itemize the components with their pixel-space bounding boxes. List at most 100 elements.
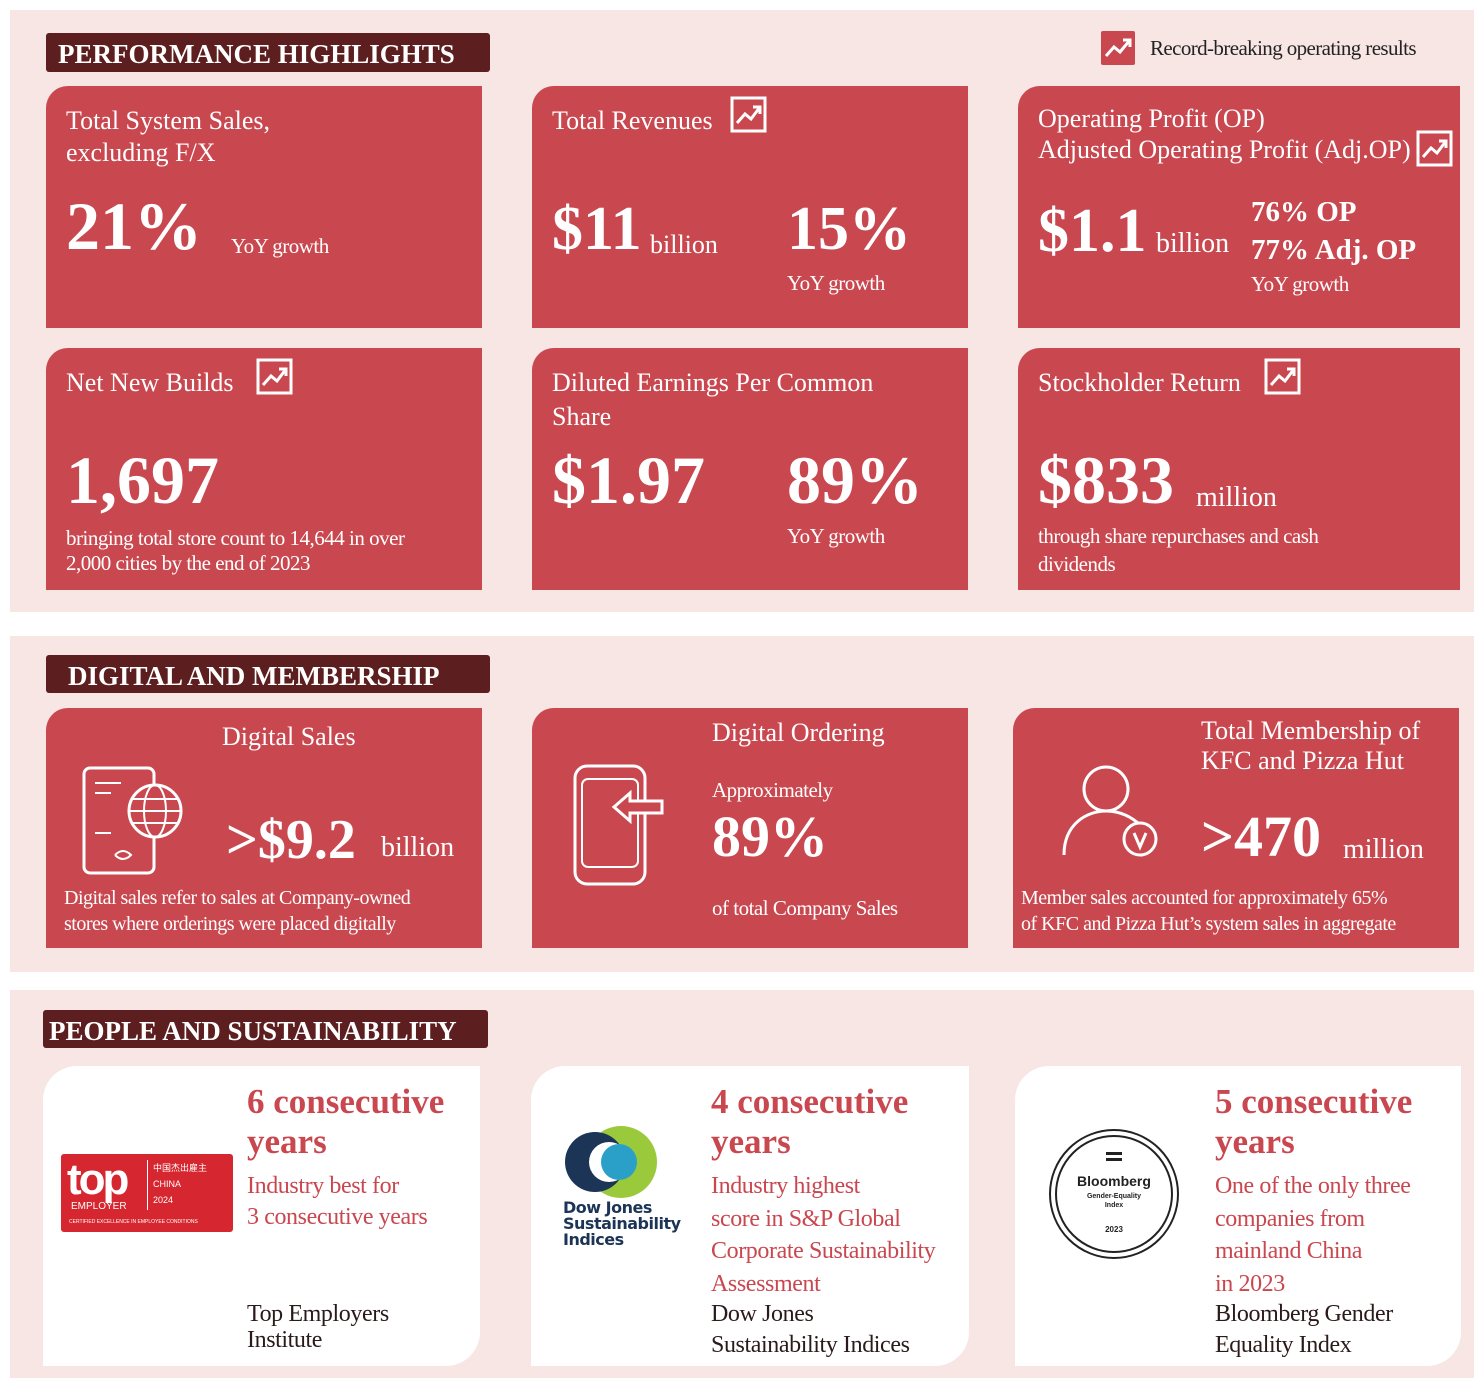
card-growth: 15% [787, 195, 911, 263]
logo-text: Sustainability [563, 1214, 681, 1233]
award-heading: 5 consecutive [1215, 1082, 1413, 1121]
card-prefix: Approximately [712, 778, 833, 802]
card-note: YoY growth [1251, 272, 1349, 296]
logo-mark [1049, 1129, 1179, 1259]
card-label: Digital Ordering [712, 718, 885, 747]
card-note: dividends [1038, 552, 1116, 576]
award-heading: 4 consecutive [711, 1082, 909, 1121]
award-source: Institute [247, 1327, 323, 1353]
card-label: Share [552, 402, 612, 431]
record-icon [730, 96, 767, 133]
metric-card: Net New Builds 1,697 bringing total store … [46, 348, 482, 590]
award-heading: years [1215, 1122, 1295, 1161]
award-card: 4 consecutive years Industry highest score … [531, 1066, 969, 1366]
card-unit: billion [650, 230, 718, 259]
card-note: 2,000 cities by the end of 2023 [66, 551, 311, 575]
card-label: Digital Sales [222, 722, 356, 751]
section: DIGITAL AND MEMBERSHIP Digital Sales >$9.2… [10, 636, 1474, 972]
card-note: Member sales accounted for approximately… [1021, 887, 1388, 909]
logo-text: 2024 [153, 1195, 174, 1205]
section-title: DIGITAL AND MEMBERSHIP [68, 661, 440, 691]
card-label: Adjusted Operating Profit (Adj.OP) [1038, 135, 1411, 164]
card-label: Total System Sales, [66, 106, 271, 135]
card-unit: million [1196, 482, 1277, 513]
card-value: 21% [66, 188, 202, 264]
card-note: through share repurchases and cash [1038, 524, 1319, 548]
section: PEOPLE AND SUSTAINABILITY 6 consecutive ye… [10, 990, 1474, 1378]
metric-card: Stockholder Return $833 million through sha… [1018, 348, 1460, 590]
metric-card: Digital Ordering Approximately 89% of total… [532, 708, 968, 948]
section-tag: DIGITAL AND MEMBERSHIP [46, 655, 490, 693]
logo-text: top [67, 1155, 129, 1204]
section-tag: PEOPLE AND SUSTAINABILITY [43, 1010, 488, 1048]
card-value: $1.1 [1038, 197, 1147, 265]
card-value: >$9.2 [226, 809, 356, 871]
section-title: PEOPLE AND SUSTAINABILITY [49, 1016, 457, 1046]
card-label: Stockholder Return [1038, 368, 1241, 397]
section-tag: PERFORMANCE HIGHLIGHTS [46, 33, 490, 72]
card-unit: billion [1156, 228, 1230, 259]
award-card: 5 consecutive years One of the only three c… [1015, 1066, 1461, 1366]
card-note: stores where orderings were placed digit… [64, 913, 396, 935]
award-desc: mainland China [1215, 1238, 1363, 1264]
logo: top EMPLOYER 中国杰出雇主 CHINA 2024 CERTIFIED EXCE… [61, 1154, 233, 1232]
card-icon [573, 764, 664, 886]
award-heading: 6 consecutive [247, 1082, 445, 1121]
card-note: of KFC and Pizza Hut’s system sales in a… [1021, 913, 1396, 935]
logo-text: Gender-Equality [1086, 1193, 1142, 1200]
award-source: Sustainability Indices [711, 1332, 910, 1358]
award-source: Bloomberg Gender [1215, 1301, 1393, 1327]
metric-card: Total System Sales, excluding F/X 21% YoY g… [46, 86, 482, 328]
card-icon [82, 766, 183, 875]
card-label: Diluted Earnings Per Common [552, 368, 874, 397]
logo-text: Dow Jones [563, 1198, 652, 1217]
award-desc: in 2023 [1215, 1270, 1285, 1297]
legend-label: Record-breaking operating results [1150, 36, 1417, 60]
award-source: Dow Jones [711, 1301, 814, 1327]
card-unit: million [1343, 834, 1424, 865]
card-value: $11 [552, 195, 642, 263]
card-value: $833 [1038, 442, 1174, 518]
logo-text: Index [1104, 1202, 1124, 1209]
card-note: YoY growth [787, 271, 885, 295]
award-source: Top Employers [247, 1301, 389, 1327]
section: PERFORMANCE HIGHLIGHTS Record-breaking op… [10, 10, 1474, 612]
card-value: $1.97 [552, 442, 705, 518]
metric-card: Total Revenues $11 billion 15% YoY growth [532, 86, 968, 328]
logo-text: 2023 [1105, 1225, 1123, 1234]
card-icon [1062, 765, 1158, 857]
logo-divider [147, 1160, 148, 1210]
card-growth: 89% [787, 442, 923, 518]
logo-text: CERTIFIED EXCELLENCE IN EMPLOYEE CONDITI… [69, 1219, 198, 1225]
award-card: 6 consecutive years Industry best for 3 con… [43, 1066, 480, 1366]
card-label: Net New Builds [66, 368, 234, 397]
card-value: 1,697 [66, 442, 219, 518]
award-desc: One of the only three [1215, 1173, 1411, 1199]
award-desc: Assessment [711, 1270, 821, 1297]
logo-text: EMPLOYER [71, 1201, 127, 1212]
award-desc: Industry best for [247, 1173, 399, 1199]
card-unit: billion [381, 832, 455, 863]
award-desc: Corporate Sustainability [711, 1238, 936, 1264]
record-icon [1416, 130, 1453, 167]
logo-text: CHINA [153, 1179, 182, 1189]
award-desc: Industry highest [711, 1173, 860, 1199]
card-label: Operating Profit (OP) [1038, 104, 1265, 133]
award-desc: score in S&P Global [711, 1205, 901, 1232]
card-label: excluding F/X [66, 138, 216, 167]
metric-card: Digital Sales >$9.2 billion Digital sales r… [46, 708, 482, 948]
card-growth: 77% Adj. OP [1251, 234, 1417, 266]
card-value: >470 [1201, 804, 1322, 869]
card-note: YoY growth [231, 234, 329, 258]
award-heading: years [711, 1122, 791, 1161]
card-label: KFC and Pizza Hut [1201, 746, 1404, 775]
logo-text: Bloomberg [1077, 1173, 1151, 1189]
logo-mark [565, 1126, 657, 1198]
card-label: Total Membership of [1201, 716, 1421, 745]
card-label: Total Revenues [552, 106, 713, 135]
record-icon [256, 358, 293, 395]
record-icon [1101, 31, 1135, 65]
card-note: bringing total store count to 14,644 in … [66, 526, 405, 550]
record-icon [1264, 358, 1301, 395]
